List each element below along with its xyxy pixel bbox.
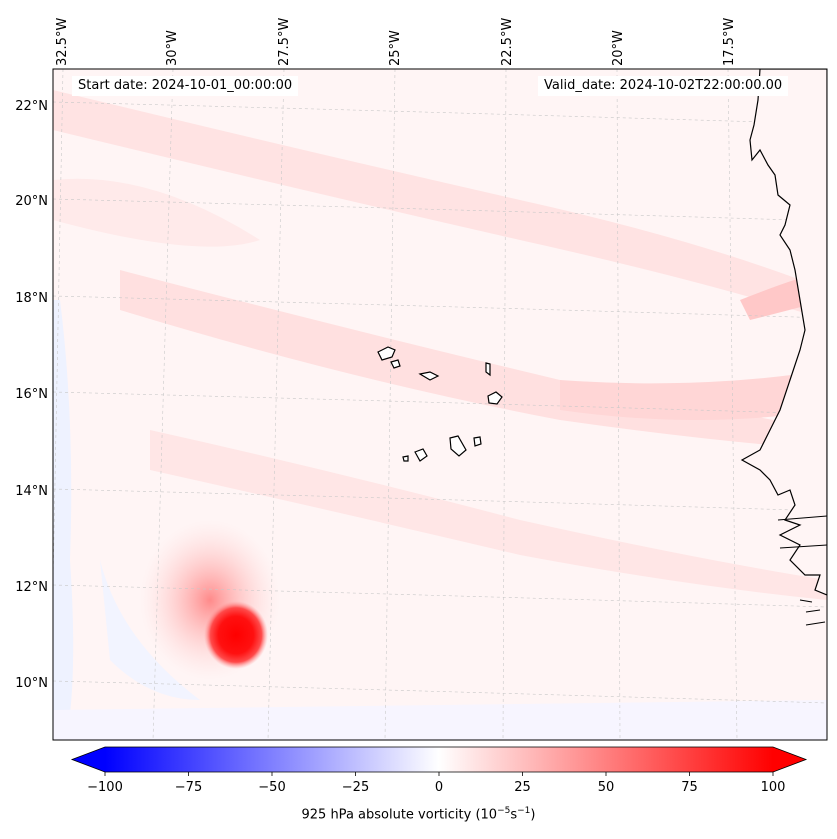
colorbar-gradient <box>105 747 773 772</box>
lat-label-16n: 16°N <box>15 387 48 402</box>
island-fogo <box>414 448 428 462</box>
parallel-12n <box>53 584 827 608</box>
vorticity-band-6 <box>53 178 260 247</box>
start-date-label: Start date: 2024-10-01_00:00:00 <box>72 76 299 96</box>
lat-label-10n: 10°N <box>15 676 48 691</box>
island-boa-vista <box>487 391 503 405</box>
cape-verde-islands <box>377 346 503 462</box>
map-frame <box>52 68 828 741</box>
colorbar-label-exp2: −1 <box>517 806 531 816</box>
island-maio <box>473 436 482 447</box>
gridlines <box>53 69 827 740</box>
parallel-22n <box>53 101 827 125</box>
lat-label-18n: 18°N <box>15 291 48 306</box>
coastal-rivers <box>777 515 827 626</box>
colorbar-extend-max <box>773 747 806 772</box>
colorbar-tick-label: −100 <box>87 780 123 795</box>
island-brava <box>402 455 409 462</box>
meridian-20w <box>616 69 621 740</box>
meridian-25w <box>384 69 396 740</box>
negative-vorticity-band-south <box>53 700 827 740</box>
colorbar-tick-label: −75 <box>174 780 203 795</box>
meridian-22-5w <box>502 69 507 740</box>
meridian-17-5w <box>727 69 738 740</box>
vorticity-band-3 <box>150 430 827 600</box>
island-santiago <box>449 435 467 457</box>
colorbar-label: 925 hPa absolute vorticity (10−5s−1) <box>0 806 837 822</box>
colorbar <box>70 746 808 776</box>
colorbar-label-prefix: 925 hPa absolute vorticity (10 <box>301 807 498 823</box>
colorbar-tick-label: 50 <box>597 780 615 795</box>
colorbar-label-exp1: −5 <box>497 806 511 816</box>
parallel-18n <box>53 295 827 319</box>
colorbar-tick-label: 100 <box>760 780 786 795</box>
colorbar-tick-label: −50 <box>258 780 286 795</box>
island-sao-vicente <box>390 359 401 369</box>
lat-label-14n: 14°N <box>15 484 48 499</box>
colorbar-ticks <box>104 772 774 776</box>
meridian-30w <box>152 69 174 740</box>
colorbar-tick-label: 25 <box>514 780 531 795</box>
island-sao-nicolau <box>418 371 440 381</box>
african-coastline <box>740 69 827 596</box>
lat-label-22n: 22°N <box>15 99 48 114</box>
colorbar-extend-min <box>72 747 105 772</box>
meridian-27-5w <box>267 69 285 740</box>
lat-label-12n: 12°N <box>15 580 48 595</box>
vortex-core <box>204 601 268 669</box>
colorbar-tick-label: 0 <box>434 780 444 795</box>
colorbar-tick-label: −25 <box>341 780 370 795</box>
valid-date-label: Valid_date: 2024-10-02T22:00:00.00 <box>538 76 789 96</box>
parallel-16n <box>53 391 827 415</box>
island-sal <box>485 362 491 377</box>
negative-vorticity-strip-west <box>53 300 74 740</box>
parallel-20n <box>53 198 827 222</box>
colorbar-tick-label: 75 <box>681 780 698 795</box>
parallel-10n <box>53 680 827 704</box>
lat-label-20n: 20°N <box>15 194 48 209</box>
colorbar-label-suffix: ) <box>530 807 536 823</box>
parallel-14n <box>53 488 827 512</box>
vorticity-band-4 <box>560 370 827 420</box>
vorticity-band-1 <box>53 90 827 320</box>
colorbar-label-mid: s <box>510 807 518 823</box>
negative-vorticity-patch <box>100 560 200 700</box>
island-santo-antao <box>377 346 396 361</box>
